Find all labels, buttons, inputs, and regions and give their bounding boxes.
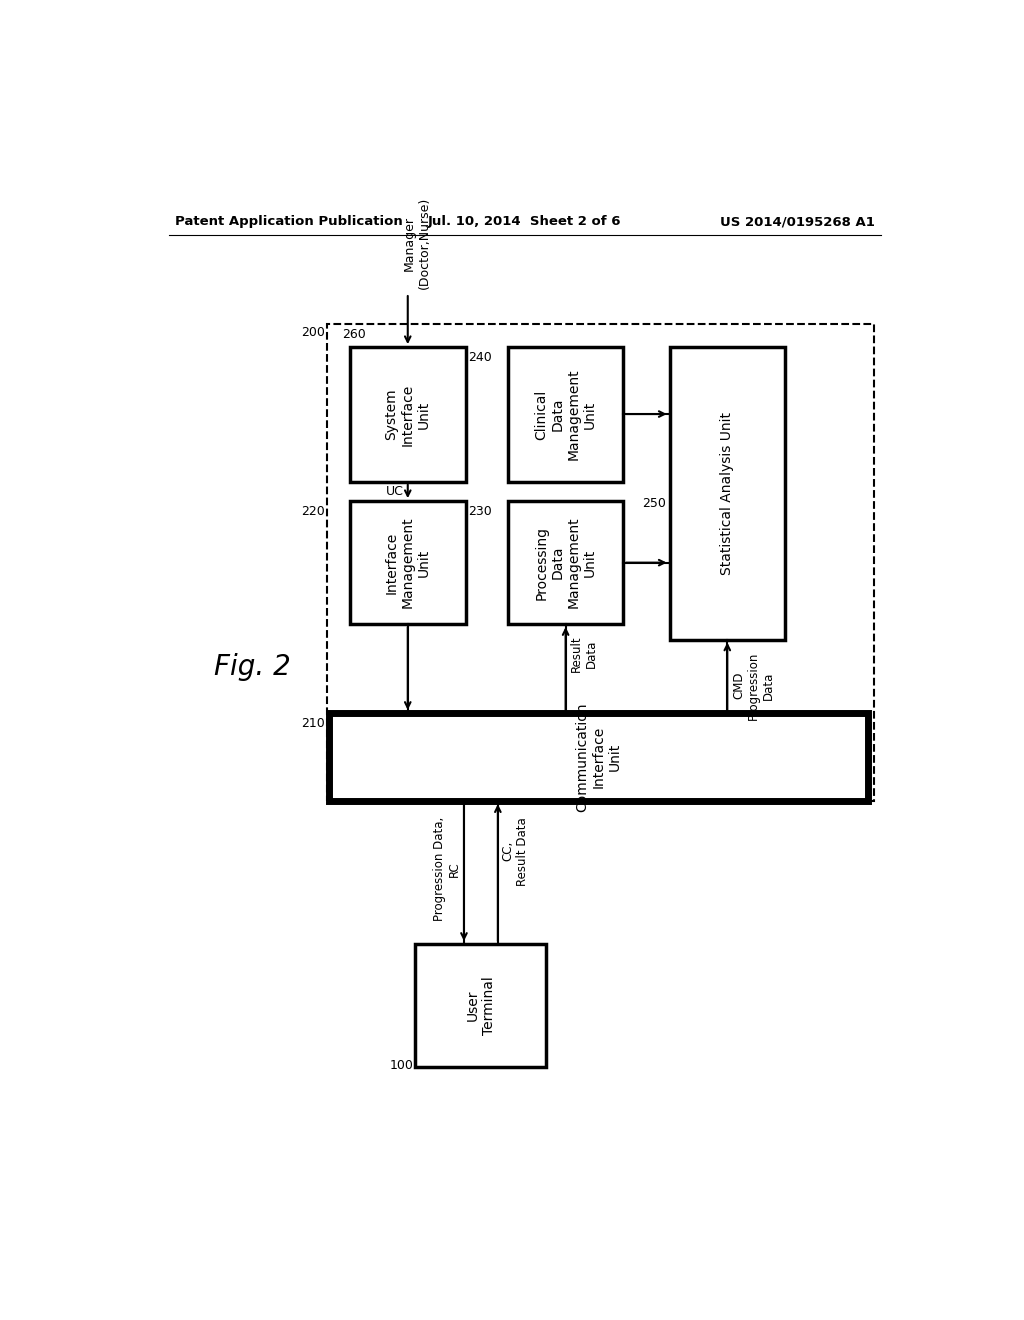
Text: Fig. 2: Fig. 2 [214, 652, 291, 681]
Text: Interface
Management
Unit: Interface Management Unit [385, 517, 431, 609]
Bar [350, 347, 466, 482]
Text: CC,
Result Data: CC, Result Data [501, 817, 529, 886]
Bar [330, 713, 868, 801]
Text: Clinical
Data
Management
Unit: Clinical Data Management Unit [535, 368, 597, 461]
Text: Result
Data: Result Data [569, 636, 597, 672]
Text: Communication
Interface
Unit: Communication Interface Unit [575, 702, 622, 812]
Text: Statistical Analysis Unit: Statistical Analysis Unit [720, 412, 734, 574]
Text: CMD
Progression
Data: CMD Progression Data [732, 651, 775, 719]
Bar [416, 944, 547, 1067]
Text: 210: 210 [301, 717, 325, 730]
Bar [350, 502, 466, 624]
Text: 200: 200 [301, 326, 325, 339]
Text: 100: 100 [390, 1059, 414, 1072]
Text: Manager
(Doctor,Nurse): Manager (Doctor,Nurse) [403, 197, 431, 289]
Bar [670, 347, 785, 640]
Text: User
Terminal: User Terminal [466, 975, 496, 1035]
Text: Progression Data,
RC: Progression Data, RC [433, 817, 461, 921]
Bar [508, 502, 624, 624]
Text: Jul. 10, 2014  Sheet 2 of 6: Jul. 10, 2014 Sheet 2 of 6 [428, 215, 622, 228]
Bar [508, 347, 624, 482]
Text: 260: 260 [342, 327, 366, 341]
Text: US 2014/0195268 A1: US 2014/0195268 A1 [720, 215, 874, 228]
Text: Patent Application Publication: Patent Application Publication [175, 215, 403, 228]
Bar [327, 323, 873, 801]
Text: 230: 230 [469, 506, 493, 517]
Text: UC: UC [386, 484, 403, 498]
Text: 240: 240 [469, 351, 493, 364]
Text: Processing
Data
Management
Unit: Processing Data Management Unit [535, 517, 597, 609]
Text: 250: 250 [643, 498, 667, 511]
Text: 220: 220 [301, 506, 325, 517]
Text: System
Interface
Unit: System Interface Unit [385, 383, 431, 446]
